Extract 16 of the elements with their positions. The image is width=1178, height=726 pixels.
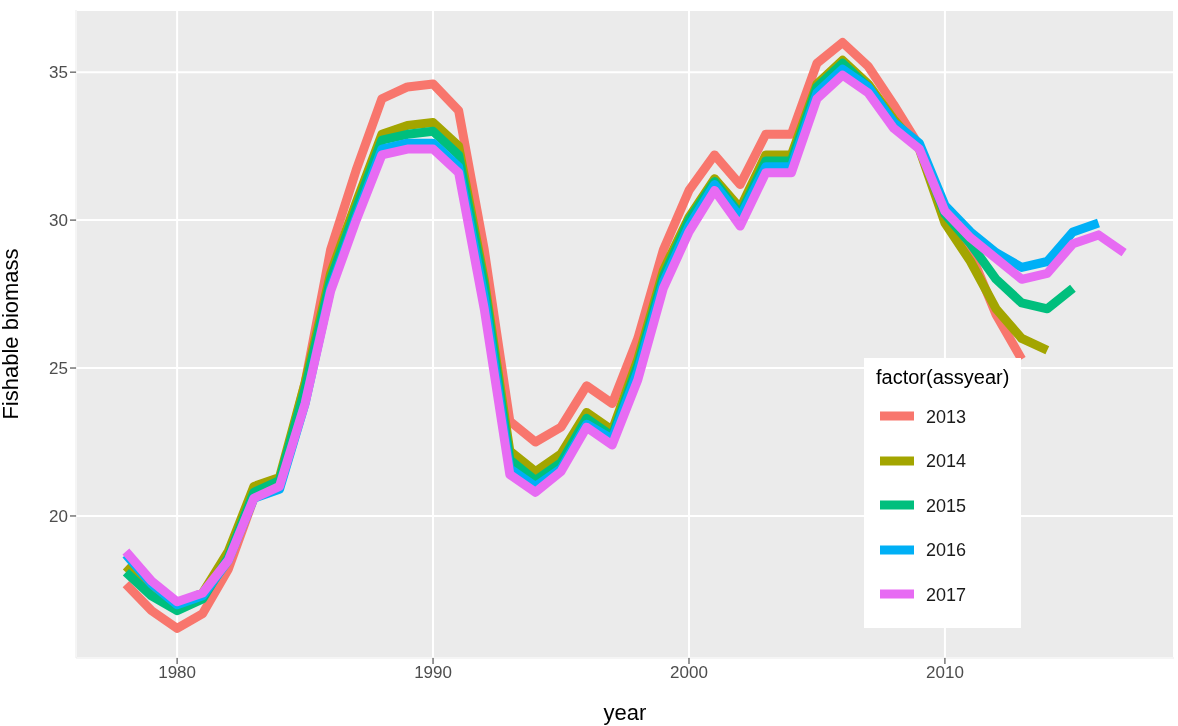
legend-label: 2015	[926, 495, 967, 517]
y-axis-title: Fishable biomass	[0, 248, 23, 420]
x-tick-label: 1990	[414, 663, 452, 683]
legend-label: 2013	[926, 406, 967, 428]
x-tick-label: 2010	[926, 663, 964, 683]
y-tick-label: 20	[49, 507, 68, 527]
y-tick-label: 25	[49, 359, 68, 379]
x-axis-title: year	[603, 700, 647, 725]
x-tick-label: 1980	[158, 663, 197, 683]
x-tick-label: 2000	[670, 663, 708, 683]
legend-label: 2017	[926, 584, 967, 606]
legend-label: 2016	[926, 540, 967, 562]
legend-label: 2014	[926, 451, 967, 473]
y-tick-label: 30	[49, 211, 68, 231]
y-tick-label: 35	[49, 63, 68, 83]
legend-title: factor(assyear)	[876, 366, 1010, 389]
